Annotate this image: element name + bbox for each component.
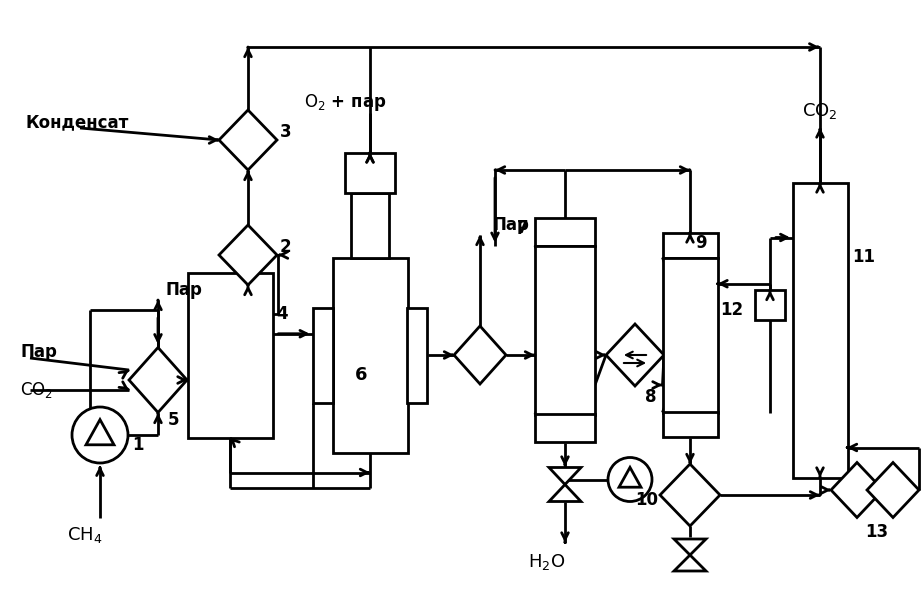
Text: $\mathrm{CO_2}$: $\mathrm{CO_2}$	[802, 101, 838, 121]
Polygon shape	[606, 324, 664, 386]
Text: Конденсат: Конденсат	[25, 113, 128, 131]
Bar	[663, 258, 718, 413]
Text: $\mathrm{H_2O}$: $\mathrm{H_2O}$	[529, 552, 565, 573]
Bar	[333, 258, 408, 453]
Text: 13: 13	[865, 523, 888, 541]
Polygon shape	[549, 468, 581, 484]
Bar	[663, 233, 718, 258]
Text: Пар: Пар	[20, 343, 57, 361]
Bar	[407, 308, 427, 403]
Text: 12: 12	[720, 301, 743, 319]
Polygon shape	[674, 539, 706, 555]
Bar	[345, 153, 395, 193]
Text: 7: 7	[517, 219, 529, 237]
Text: 6: 6	[355, 366, 367, 384]
Bar	[663, 412, 718, 437]
Polygon shape	[454, 326, 506, 384]
Polygon shape	[219, 110, 277, 170]
Text: Пар: Пар	[165, 281, 202, 299]
Bar	[351, 193, 389, 258]
Bar	[755, 290, 785, 320]
Polygon shape	[549, 484, 581, 501]
Text: 2: 2	[280, 238, 292, 256]
Text: $\mathrm{O_2}$ + пар: $\mathrm{O_2}$ + пар	[304, 92, 386, 113]
Text: 9: 9	[695, 234, 706, 252]
Bar	[535, 414, 595, 442]
Circle shape	[72, 407, 128, 463]
Bar	[188, 273, 273, 438]
Polygon shape	[660, 464, 720, 526]
Bar	[535, 246, 595, 415]
Polygon shape	[619, 467, 641, 487]
Bar	[535, 218, 595, 246]
Polygon shape	[831, 462, 883, 517]
Polygon shape	[219, 225, 277, 285]
Text: 3: 3	[280, 123, 292, 141]
Polygon shape	[674, 555, 706, 571]
Text: Пар: Пар	[492, 216, 529, 234]
Circle shape	[608, 457, 652, 501]
Text: $\mathrm{CH_4}$: $\mathrm{CH_4}$	[67, 525, 103, 545]
Text: $\mathrm{CO_2}$: $\mathrm{CO_2}$	[20, 380, 53, 400]
Text: 1: 1	[132, 436, 144, 454]
Text: 8: 8	[645, 388, 657, 406]
Text: 11: 11	[852, 248, 875, 266]
Text: 5: 5	[168, 411, 180, 429]
Bar	[793, 183, 848, 478]
Polygon shape	[129, 348, 187, 413]
Bar	[313, 308, 333, 403]
Text: 10: 10	[635, 491, 658, 509]
Polygon shape	[867, 462, 919, 517]
Text: 4: 4	[276, 305, 287, 323]
Polygon shape	[86, 420, 114, 445]
